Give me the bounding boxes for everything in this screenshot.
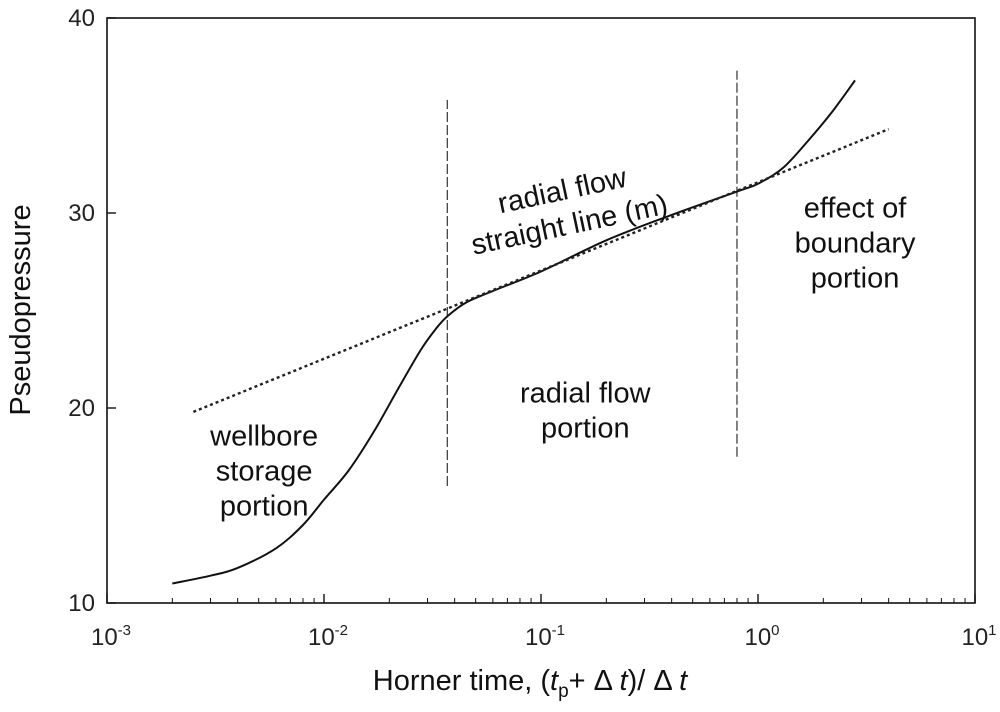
x-tick-exponent: -1: [552, 622, 565, 639]
y-tick-label: 30: [68, 200, 95, 227]
annotation-line: effect of: [804, 192, 908, 224]
data-series: [172, 79, 890, 585]
annotations: radial flowstraight line (m) effect of bou…: [209, 155, 916, 523]
x-tick-base: 10: [91, 624, 118, 651]
x-tick-base: 10: [308, 624, 335, 651]
annotation-4: wellbore storage portion: [209, 420, 318, 522]
x-tick-label: 10-1: [525, 622, 565, 651]
x-tick-base: 10: [744, 624, 771, 651]
annotation-2: effect of boundary portion: [795, 192, 916, 294]
series-dotted-extrapolation: [192, 128, 890, 414]
y-tick-label: 20: [68, 395, 95, 422]
y-axis-ticks: 10 20 30 40: [68, 5, 116, 617]
x-tick-exponent: 0: [771, 622, 779, 639]
series-solid-curve: [172, 79, 856, 585]
x-axis-label: Horner time, (tp+ Δ t)/ Δ t: [373, 665, 689, 702]
y-axis-label: Pseudopressure: [5, 204, 37, 415]
x-tick-exponent: -3: [118, 622, 131, 639]
x-tick-exponent: -2: [335, 622, 348, 639]
x-axis-ticks: 10-3 10-2 10-1 100 101: [91, 594, 997, 651]
x-tick-label: 10-2: [308, 622, 348, 651]
y-tick-label: 40: [68, 5, 95, 32]
annotation-line: portion: [220, 490, 309, 522]
annotation-1: radial flowstraight line (m): [461, 155, 670, 262]
annotation-line: wellbore: [209, 420, 318, 452]
x-tick-base: 10: [525, 624, 552, 651]
region-dividers: [446, 70, 738, 486]
annotation-line: storage: [216, 455, 313, 487]
x-tick-base: 10: [961, 624, 988, 651]
annotation-line: boundary: [795, 227, 916, 259]
annotation-line: radial flow: [520, 377, 652, 409]
x-tick-label: 10-3: [91, 622, 131, 651]
x-tick-label: 101: [961, 622, 996, 651]
annotation-line: portion: [541, 412, 630, 444]
y-tick-label: 10: [68, 590, 95, 617]
annotation-3: radial flow portion: [520, 377, 652, 444]
annotation-line: portion: [811, 262, 900, 294]
x-tick-label: 100: [744, 622, 779, 651]
x-tick-exponent: 1: [988, 622, 996, 639]
